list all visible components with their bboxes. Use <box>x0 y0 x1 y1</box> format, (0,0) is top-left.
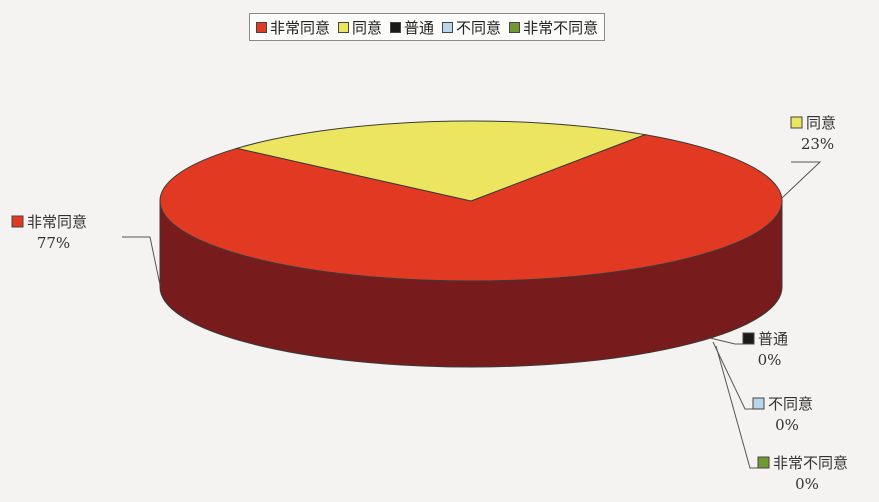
data-label-value-disagree: 0% <box>775 416 799 434</box>
leader-line-agree <box>781 161 822 199</box>
legend-label-very-agree: 非常同意 <box>270 18 331 37</box>
leader-line-very-disagree <box>715 345 758 469</box>
leader-line-very-agree <box>122 236 161 286</box>
data-label-name-disagree: 不同意 <box>768 395 813 413</box>
legend-label-agree: 同意 <box>352 18 383 37</box>
data-label-swatch-very-disagree <box>757 456 770 469</box>
data-labels: 非常同意 77% 同意 23% 普通 0% 不同意 0% 非常不同意 0% <box>11 114 848 493</box>
legend-label-very-disagree: 非常不同意 <box>523 18 599 37</box>
leader-line-neutral <box>709 337 743 345</box>
legend: 非常同意 同意 普通 不同意 非常不同意 <box>249 13 606 41</box>
legend-swatch-very-disagree <box>509 21 521 33</box>
data-label-value-very-disagree: 0% <box>795 475 819 493</box>
data-label-swatch-disagree <box>752 397 765 410</box>
data-label-name-very-disagree: 非常不同意 <box>773 454 848 472</box>
legend-item-neutral: 普通 <box>390 17 434 38</box>
legend-swatch-agree <box>338 21 350 33</box>
legend-swatch-disagree <box>442 21 454 33</box>
legend-label-neutral: 普通 <box>404 18 435 37</box>
legend-item-disagree: 不同意 <box>442 17 501 38</box>
legend-swatch-very-agree <box>256 21 267 33</box>
data-label-swatch-neutral <box>742 332 755 345</box>
data-label-swatch-very-agree <box>11 215 24 228</box>
data-label-value-neutral: 0% <box>758 351 782 369</box>
pie-slice-very-agree <box>159 134 783 282</box>
data-label-name-very-agree: 非常同意 <box>27 213 87 231</box>
data-label-name-agree: 同意 <box>806 114 836 132</box>
data-label-value-very-agree: 77% <box>37 234 70 252</box>
leader-lines <box>122 161 822 469</box>
data-label-swatch-agree <box>790 116 803 129</box>
legend-item-agree: 同意 <box>338 17 382 38</box>
legend-item-very-disagree: 非常不同意 <box>509 17 598 38</box>
pie-slice-agree <box>235 120 647 202</box>
pie-tops <box>159 120 783 282</box>
data-label-name-neutral: 普通 <box>758 330 788 348</box>
data-label-value-agree: 23% <box>801 135 834 153</box>
leader-line-disagree <box>712 341 753 410</box>
legend-label-disagree: 不同意 <box>456 18 502 37</box>
legend-item-very-agree: 非常同意 <box>256 17 330 38</box>
legend-swatch-neutral <box>390 21 402 33</box>
